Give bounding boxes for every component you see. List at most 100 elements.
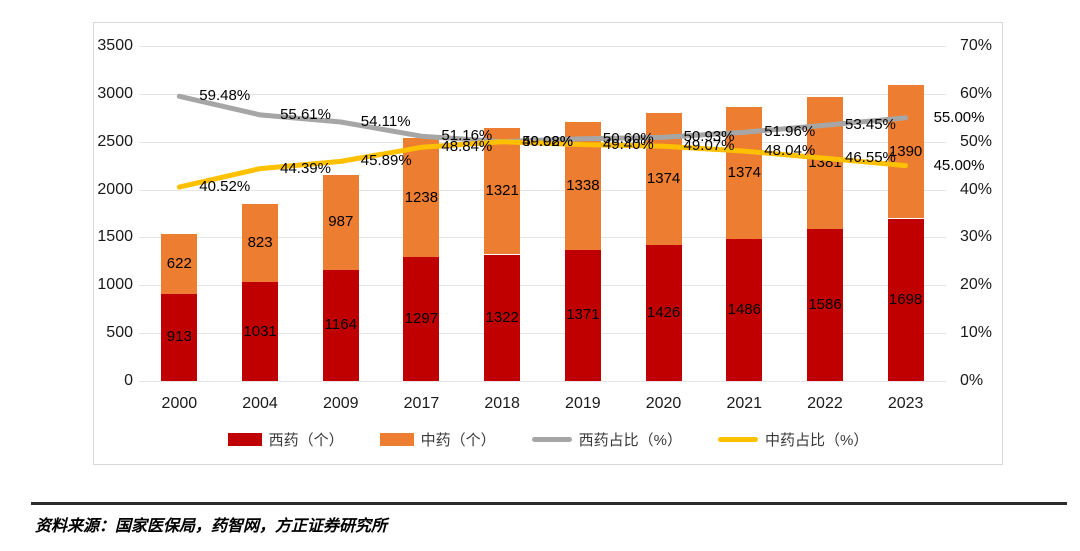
right-axis-tick: 40%: [960, 180, 993, 198]
legend: 西药（个） 中药（个） 西药占比（%） 中药占比（%）: [94, 429, 1002, 450]
bar-value-western: 1486: [727, 300, 761, 318]
bar-value-western: 1031: [243, 322, 277, 340]
gridline: [139, 333, 946, 335]
bar-segment-western: [807, 229, 843, 381]
legend-line-swatch-icon: [718, 437, 759, 442]
legend-label: 中药占比（%）: [765, 432, 869, 449]
bar-value-western: 1164: [324, 316, 357, 334]
source-note: 资料来源：国家医保局，药智网，方正证券研究所: [35, 518, 388, 535]
right-axis-tick: 30%: [960, 228, 993, 246]
bar-segment-chinese: [161, 234, 198, 294]
left-axis-tick: 1500: [97, 228, 133, 246]
bar-value-chinese: 823: [247, 233, 273, 251]
legend-label: 西药占比（%）: [578, 432, 683, 449]
left-axis-tick: 2500: [97, 132, 133, 150]
bar-value-western: 1586: [808, 296, 842, 314]
western-share-label: 51.16%: [441, 127, 493, 145]
chinese-share-label: 49.07%: [683, 137, 735, 155]
legend-item: 西药占比（%）: [531, 429, 683, 450]
bar-value-chinese: 1338: [566, 176, 600, 194]
chart-container: 0 500 1000 1500 2000 2500 3000 3500 0% 10% 20% 30% 4…: [93, 22, 1003, 465]
legend-item: 中药占比（%）: [718, 429, 868, 450]
bar-segment-western: [887, 218, 924, 381]
western-share-label: 50.93%: [683, 128, 735, 146]
western-share-label: 53.45%: [845, 116, 896, 134]
legend-item: 西药（个）: [227, 429, 344, 450]
bar-segment-western: [484, 254, 521, 381]
chinese-share-label: 49.98%: [522, 132, 574, 150]
bar-value-western: 1371: [566, 306, 600, 324]
x-axis-label: 2023: [887, 395, 924, 412]
bar-value-chinese: 1374: [646, 169, 681, 187]
x-axis-label: 2018: [484, 395, 520, 412]
western-share-label: 55.61%: [280, 105, 331, 123]
bar-value-chinese: 622: [166, 254, 192, 272]
gridline: [139, 285, 946, 287]
x-axis-label: 2019: [565, 395, 601, 412]
left-axis-tick: 0: [124, 372, 133, 389]
chinese-share-label: 48.04%: [764, 142, 816, 160]
bar-value-western: 1297: [404, 309, 439, 327]
western-share-label: 50.02%: [522, 132, 574, 150]
legend-line-swatch-icon: [531, 437, 572, 442]
bar-value-western: 913: [166, 328, 192, 346]
left-axis-tick: 2000: [97, 180, 133, 198]
chinese-share-label: 40.52%: [199, 178, 251, 196]
chinese-share-label: 49.40%: [602, 135, 654, 153]
gridline: [139, 381, 946, 382]
x-axis-label: 2004: [242, 395, 278, 412]
x-axis-label: 2017: [403, 395, 440, 412]
western-share-label: 59.48%: [199, 87, 251, 105]
legend-item: 中药（个）: [379, 429, 496, 450]
chinese-share-label: 44.39%: [280, 159, 331, 177]
legend-bar-swatch-icon: [227, 433, 262, 446]
chinese-share-label: 45.00%: [933, 156, 985, 174]
source-divider: [31, 502, 1067, 505]
western-share-label: 55.00%: [933, 108, 985, 126]
right-axis-tick: 20%: [960, 276, 993, 294]
bar-value-western: 1426: [646, 303, 681, 321]
x-axis-label: 2009: [322, 395, 359, 412]
bar-segment-western: [242, 282, 279, 381]
bar-value-chinese: 1321: [485, 182, 519, 200]
bar-segment-western: [645, 244, 682, 381]
x-axis-label: 2000: [161, 395, 198, 412]
bar-value-chinese: 987: [328, 213, 354, 231]
legend-label: 中药（个）: [420, 432, 496, 449]
bar-segment-chinese: [322, 175, 359, 270]
bar-value-western: 1698: [888, 290, 923, 308]
bar-segment-chinese: [242, 203, 279, 283]
x-axis-label: 2021: [726, 395, 763, 412]
x-axis-label: 2022: [807, 395, 843, 412]
bar-segment-western: [322, 269, 359, 381]
right-axis-tick: 60%: [960, 84, 993, 102]
western-share-label: 50.60%: [602, 129, 654, 147]
x-axis-label: 2020: [645, 395, 682, 412]
left-axis-tick: 1000: [97, 276, 133, 294]
bar-segment-western: [403, 256, 440, 381]
western-share-label: 51.96%: [764, 123, 816, 141]
bar-segment-western: [564, 249, 601, 381]
bar-segment-western: [726, 238, 763, 381]
legend-label: 西药（个）: [268, 432, 344, 449]
chinese-share-label: 46.55%: [845, 149, 896, 167]
right-axis-tick: 10%: [960, 324, 993, 342]
right-axis-tick: 0%: [960, 372, 984, 389]
left-axis-tick: 3000: [97, 84, 133, 102]
gridline: [139, 46, 946, 47]
legend-bar-swatch-icon: [379, 433, 414, 446]
bar-value-chinese: 1238: [404, 188, 439, 206]
bar-value-western: 1322: [485, 308, 519, 326]
right-axis-tick: 50%: [960, 132, 993, 150]
chinese-share-label: 45.89%: [360, 152, 412, 170]
gridline: [139, 93, 946, 95]
bar-value-chinese: 1374: [727, 164, 761, 181]
western-share-label: 54.11%: [360, 113, 411, 130]
right-axis-tick: 70%: [960, 37, 993, 54]
left-axis-tick: 3500: [97, 37, 133, 54]
left-axis-tick: 500: [106, 324, 133, 342]
gridline: [139, 237, 946, 239]
bar-segment-western: [161, 293, 198, 381]
chinese-share-label: 48.84%: [441, 138, 493, 156]
gridline: [139, 189, 946, 191]
